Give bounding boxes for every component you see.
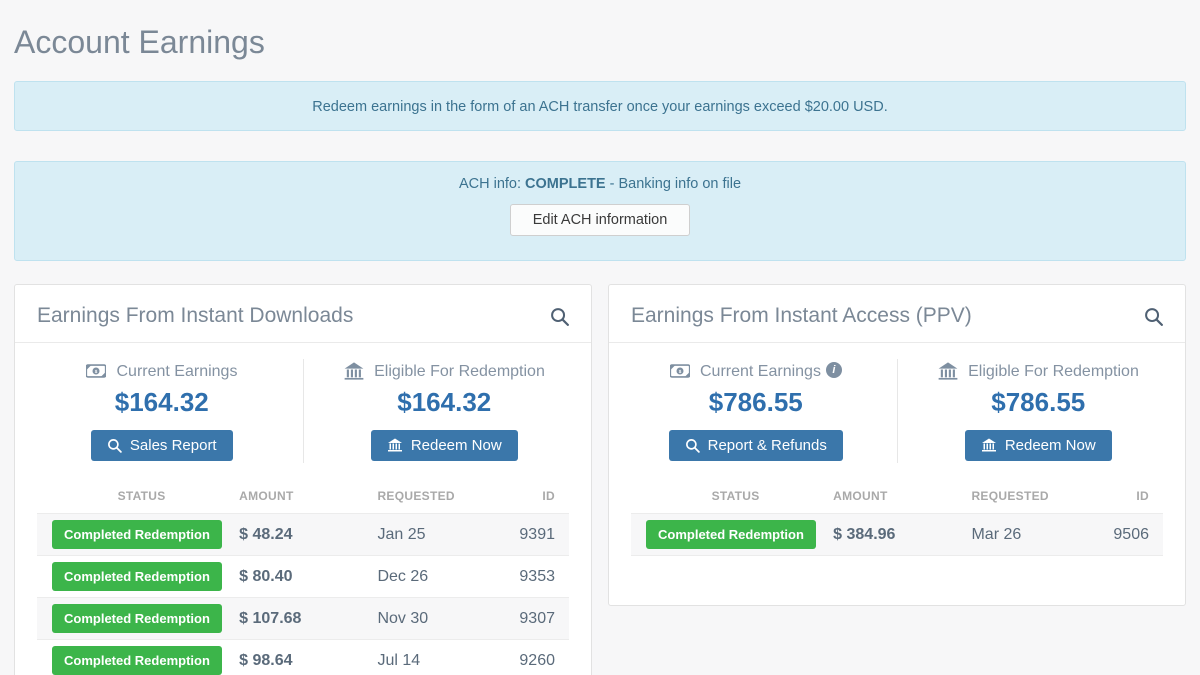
svg-text:$: $ <box>678 369 681 374</box>
svg-text:$: $ <box>95 369 98 374</box>
